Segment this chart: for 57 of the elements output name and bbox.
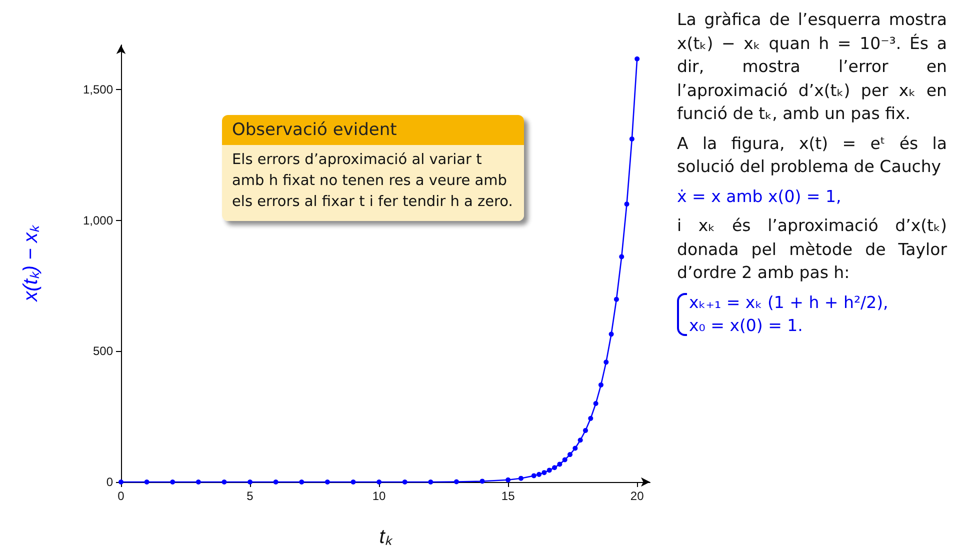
text: x₀ = x(0) = 1. <box>689 315 804 337</box>
point <box>634 56 640 62</box>
x-tick-label: 5 <box>246 489 254 503</box>
x-tick-label: 20 <box>630 489 644 503</box>
point <box>578 438 583 443</box>
point <box>624 202 630 207</box>
point <box>196 480 201 484</box>
point <box>402 480 408 484</box>
x-axis-title: tₖ <box>379 526 393 548</box>
point <box>324 480 330 484</box>
point <box>428 480 434 484</box>
point <box>248 480 253 484</box>
point <box>144 480 150 484</box>
point <box>299 480 304 484</box>
point <box>629 136 634 142</box>
point <box>593 401 598 406</box>
point <box>118 480 124 484</box>
point <box>608 332 614 337</box>
y-axis-title: x(tₖ) − xₖ <box>20 224 42 302</box>
point <box>222 480 227 484</box>
point <box>604 360 609 365</box>
point <box>562 457 568 462</box>
x-tick-label: 15 <box>501 489 516 503</box>
point <box>619 254 624 260</box>
point <box>572 446 578 451</box>
y-tick-label: 1,000 <box>82 213 114 228</box>
point <box>588 416 594 421</box>
text: A la figura, x(t) = eᵗ és la solució del problema de Cauchy <box>677 132 947 178</box>
point <box>480 478 485 484</box>
y-tick-label: 0 <box>106 475 114 489</box>
point <box>518 476 524 481</box>
point <box>614 296 619 302</box>
point <box>546 468 552 473</box>
x-tick-label: 10 <box>372 489 386 503</box>
text: i xₖ és l’aproximació d’x(tₖ) donada pel mètode de Taylor d’ordre 2 amb pas h: <box>677 215 947 284</box>
point <box>531 473 536 478</box>
point <box>350 480 356 484</box>
point <box>454 479 459 484</box>
text: xₖ₊₁ = xₖ (1 + h + h²/2), <box>689 292 890 314</box>
point <box>170 480 176 484</box>
text: La gràfica de l’esquerra mostra x(tₖ) − xₖ quan h = 10⁻³. És a dir, mostra l’error en l’aproximació d’x(tₖ) per xₖ en funció de tₖ, amb un pas fix. <box>677 9 947 125</box>
point <box>568 452 573 458</box>
annotation: Observació evident <box>222 115 524 145</box>
point <box>557 462 562 467</box>
y-tick-label: 1,500 <box>82 82 114 96</box>
point <box>552 465 558 470</box>
point <box>536 472 542 477</box>
point <box>273 480 278 484</box>
point <box>582 428 588 433</box>
point <box>376 480 382 484</box>
point <box>542 470 547 476</box>
point <box>598 382 604 388</box>
point <box>506 477 511 482</box>
annotation: Els errors d’aproximació al variar t amb h fixat no tenen res a veure amb els errors al fixar t i fer tendir h a zero. <box>222 145 524 221</box>
text: ẋ = x amb x(0) = 1, <box>677 186 842 208</box>
x-tick-label: 0 <box>118 489 125 503</box>
y-tick-label: 500 <box>92 344 114 358</box>
